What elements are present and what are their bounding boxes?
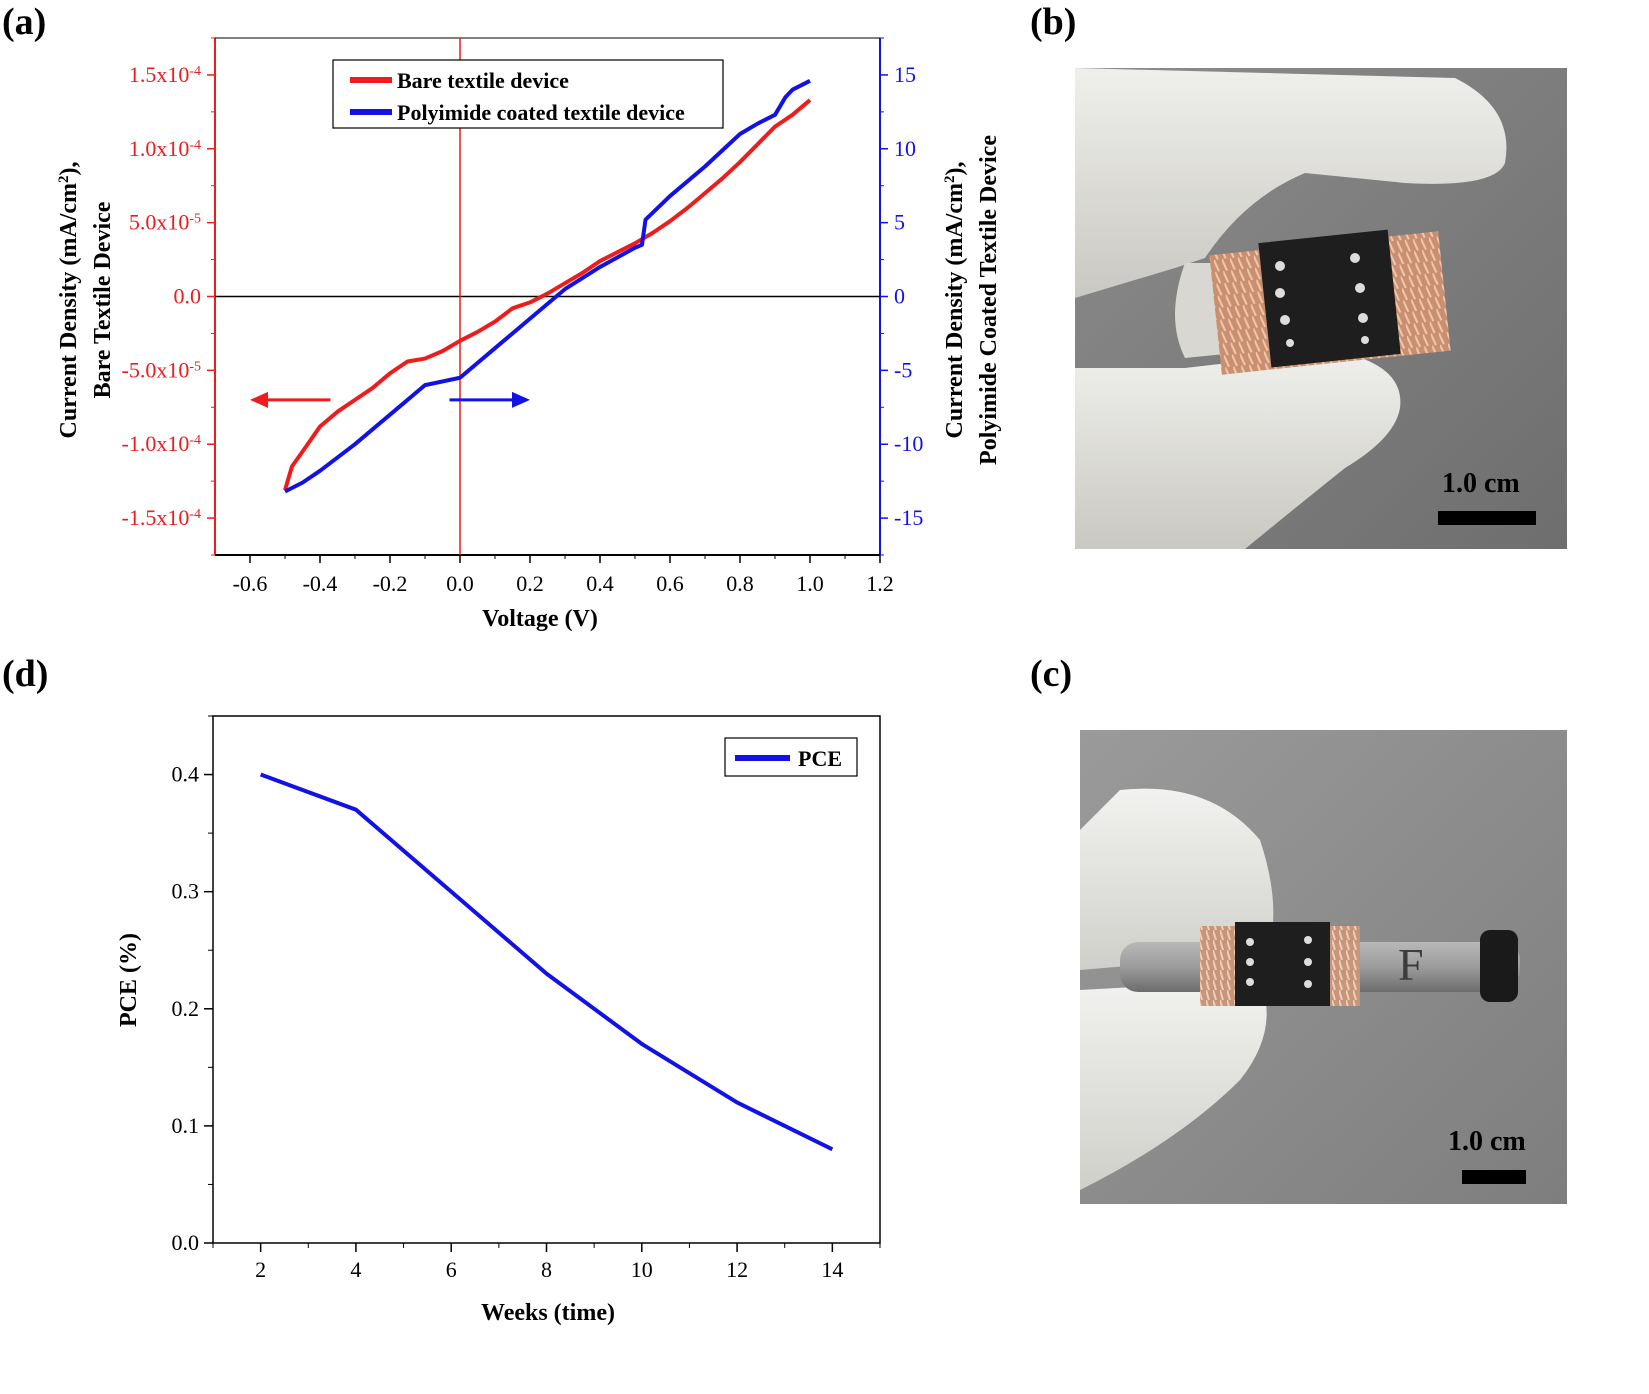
x-tick-label-a: -0.6 <box>233 571 268 596</box>
x-tick-label-d: 14 <box>821 1257 843 1282</box>
x-tick-label-d: 2 <box>255 1257 266 1282</box>
x-tick-label-d: 10 <box>631 1257 653 1282</box>
left-tick-label: 0.0 <box>174 284 202 309</box>
y-axis-title-d: PCE (%) <box>116 933 142 1027</box>
glove-holding-textile-device-icon <box>1075 68 1567 549</box>
plot-frame-d <box>212 715 881 1244</box>
photo-c: F 1.0 cm <box>1080 730 1567 1204</box>
x-tick-label-a: 0.2 <box>516 571 544 596</box>
x-tick-label-a: 0.6 <box>656 571 684 596</box>
series-line-pce <box>259 772 834 1152</box>
legend-label-polyimide: Polyimide coated textile device <box>397 100 685 125</box>
left-tick-label: 1.5x10-4 <box>129 62 201 87</box>
x-axis-title-a: Voltage (V) <box>482 606 598 632</box>
left-tick-label: 1.0x10-4 <box>129 136 201 161</box>
panel-label-c: (c) <box>1030 653 1073 695</box>
legend-d: PCE <box>724 737 858 777</box>
x-tick-label-a: 0.0 <box>446 571 474 596</box>
left-tick-label: -1.0x10-4 <box>122 431 202 456</box>
left-axis-title-line2: Bare Textile Device <box>90 201 116 398</box>
scale-bar-label-c: 1.0 cm <box>1448 1126 1526 1157</box>
x-axis-title-d: Weeks (time) <box>481 1300 615 1326</box>
panel-label-b: (b) <box>1030 1 1077 43</box>
y-tick-label-d: 0.0 <box>172 1230 200 1255</box>
left-tick-label: -1.5x10-4 <box>122 505 202 530</box>
left-axis-title-line1: Current Density (mA/cm2), <box>56 161 82 438</box>
left-tick-label: 5.0x10-5 <box>129 210 201 235</box>
x-tick-label-a: -0.4 <box>303 571 338 596</box>
scale-bar-label-b: 1.0 cm <box>1442 468 1520 499</box>
right-axis-title-line2: Polyimide Coated Textile Device <box>976 135 1002 465</box>
right-tick-label: 0 <box>894 284 905 309</box>
x-tick-label-a: 1.0 <box>796 571 824 596</box>
left-tick-label: -5.0x10-5 <box>122 357 202 382</box>
arrow-head-left <box>250 391 268 408</box>
series-line-polyimide <box>284 79 811 494</box>
right-tick-label: 5 <box>894 210 905 235</box>
x-tick-label-d: 12 <box>726 1257 748 1282</box>
y-tick-label-d: 0.3 <box>172 879 200 904</box>
x-tick-label-a: 0.4 <box>586 571 614 596</box>
x-tick-label-a: -0.2 <box>373 571 408 596</box>
arrow-head-right <box>512 391 530 408</box>
legend-a: Bare textile device Polyimide coated tex… <box>332 59 724 129</box>
x-tick-label-a: 0.8 <box>726 571 754 596</box>
x-tick-label-a: 1.2 <box>866 571 894 596</box>
y-tick-label-d: 0.1 <box>172 1113 200 1138</box>
x-tick-label-d: 6 <box>446 1257 457 1282</box>
panel-label-d: (d) <box>2 653 49 695</box>
x-tick-label-d: 8 <box>541 1257 552 1282</box>
panel-label-a: (a) <box>2 1 47 43</box>
series-line-bare <box>283 98 812 491</box>
y-tick-label-d: 0.4 <box>172 762 200 787</box>
photo-b: 1.0 cm <box>1075 68 1567 549</box>
legend-label-bare: Bare textile device <box>397 68 569 93</box>
scale-bar-b <box>1438 511 1536 525</box>
right-tick-label: -15 <box>894 505 923 530</box>
pen-letter: F <box>1398 939 1424 990</box>
right-axis-title-line1: Current Density (mA/cm2), <box>942 161 968 438</box>
legend-label-pce: PCE <box>798 746 842 771</box>
jv-curve-chart: -0.6 -0.4 -0.2 0.0 0.2 0.4 0.6 0.8 1.0 1.2 1.5x10-… <box>56 37 1002 632</box>
y-tick-label-d: 0.2 <box>172 996 200 1021</box>
right-tick-label: -10 <box>894 431 923 456</box>
scale-bar-c <box>1462 1170 1526 1184</box>
x-tick-label-d: 4 <box>350 1257 361 1282</box>
textile-device-on-pen-icon: F <box>1080 730 1567 1204</box>
right-tick-label: -5 <box>894 357 912 382</box>
right-tick-label: 10 <box>894 136 916 161</box>
right-tick-label: 15 <box>894 62 916 87</box>
